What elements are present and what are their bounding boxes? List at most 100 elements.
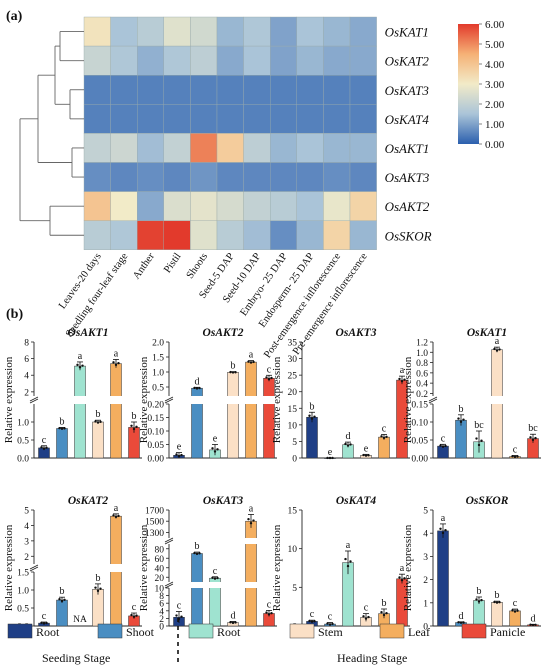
y-tick-label: 40 <box>155 564 165 574</box>
bar-break-gap <box>244 396 258 404</box>
y-tick-label: 0.00 <box>411 455 428 465</box>
axis-break-mark <box>29 396 39 402</box>
data-point <box>195 552 199 556</box>
heatmap-cell <box>243 74 271 105</box>
y-tick-label: 8 <box>24 339 29 349</box>
heatmap-cell <box>323 162 351 192</box>
y-tick-label: 0.4 <box>416 380 428 390</box>
data-point <box>313 620 316 623</box>
heatmap-cell <box>270 133 298 163</box>
significance-letter: a <box>400 563 405 574</box>
axis-break-mark <box>29 564 39 570</box>
heatmap-cell <box>323 45 351 76</box>
data-point <box>63 598 66 601</box>
data-point <box>45 621 48 625</box>
y-tick-label: 35 <box>288 339 298 349</box>
y-tick-label: 2 <box>24 553 29 563</box>
data-point <box>211 447 214 450</box>
heatmap-cell <box>270 16 298 47</box>
bar <box>56 428 68 459</box>
axis-break-mark <box>164 396 174 402</box>
bar-break-gap <box>190 582 204 588</box>
data-point <box>462 621 465 624</box>
significance-letter: c <box>42 611 47 622</box>
heatmap-cell <box>349 45 377 76</box>
bar-break-gap <box>490 396 504 404</box>
data-point <box>498 348 501 351</box>
bar-chart-OsAKT3: OsAKT3 Relative expression 0 5 10 15 20 25 30 35 b… <box>271 327 410 465</box>
na-label: NA <box>73 615 87 625</box>
data-point <box>493 600 496 604</box>
data-point <box>403 378 406 381</box>
significance-letter: c <box>364 603 369 614</box>
data-point <box>265 611 268 614</box>
significance-letter: a <box>495 336 500 347</box>
bar <box>437 530 449 627</box>
legend: Root Shoot Root Stem Leaf Panicle Seeding Stag… <box>7 618 525 665</box>
data-point <box>362 615 365 618</box>
data-point <box>511 455 514 458</box>
bar-break-gap <box>73 396 87 404</box>
data-point <box>112 361 115 364</box>
heatmap-row-label: OsAKT2 <box>385 199 430 214</box>
heatmap-cell <box>190 16 218 47</box>
data-point <box>308 619 311 623</box>
significance-letter: b <box>382 598 387 609</box>
data-point <box>382 436 386 440</box>
heatmap-cell <box>349 220 377 250</box>
data-point <box>249 361 253 364</box>
data-point <box>346 444 350 447</box>
y-tick-label: 0.15 <box>147 414 164 424</box>
heatmap-cell <box>270 104 298 134</box>
y-tick-label: 1500 <box>145 518 164 528</box>
data-point <box>364 454 368 457</box>
significance-letter: e <box>364 443 369 454</box>
seeding-stage-label: Seeding Stage <box>42 651 110 665</box>
bar <box>245 361 257 459</box>
data-point <box>229 621 232 624</box>
data-point <box>180 453 183 457</box>
significance-letter: a <box>114 503 119 514</box>
data-point <box>398 576 401 579</box>
significance-letter: c <box>328 612 333 623</box>
heatmap-cell <box>136 16 164 47</box>
significance-letter: c <box>382 423 387 434</box>
data-point <box>516 609 519 612</box>
axis-break-mark <box>164 539 174 545</box>
data-point <box>344 442 347 446</box>
data-point <box>132 615 136 618</box>
heatmap-cell <box>216 191 244 221</box>
data-point <box>344 557 347 561</box>
heatmap-cell <box>136 162 164 192</box>
bar-chart-title: OsKAT1 <box>467 327 507 339</box>
axis-break-mark <box>428 398 438 404</box>
y-tick-label: 2 <box>24 388 29 398</box>
heatmap-cell <box>323 220 351 250</box>
axis-break-mark <box>29 566 39 572</box>
bar <box>491 602 503 627</box>
axis-break-mark <box>164 398 174 404</box>
y-tick-label: 80 <box>155 545 165 555</box>
data-point <box>231 371 235 374</box>
data-point <box>529 436 532 439</box>
heatmap-cell <box>163 74 191 105</box>
data-point <box>475 437 478 440</box>
bar-break-gap <box>109 396 123 404</box>
data-point <box>310 417 314 420</box>
data-point <box>117 361 120 365</box>
legend-swatch <box>7 623 33 639</box>
heatmap-cell <box>296 133 324 163</box>
significance-letter: a <box>441 513 446 524</box>
y-tick-label: 0.15 <box>411 401 428 411</box>
data-point <box>94 420 97 423</box>
heatmap-column-label: Pistil <box>162 251 183 275</box>
y-axis-label: Relative expression <box>138 524 150 611</box>
data-point <box>380 611 383 614</box>
data-point <box>513 610 517 613</box>
bar <box>191 553 203 627</box>
data-point <box>58 598 61 601</box>
heatmap-cell <box>296 191 324 221</box>
significance-letter: bc <box>474 420 484 431</box>
heatmap-row-label: OsKAT1 <box>385 25 429 40</box>
legend-swatch <box>289 623 315 639</box>
